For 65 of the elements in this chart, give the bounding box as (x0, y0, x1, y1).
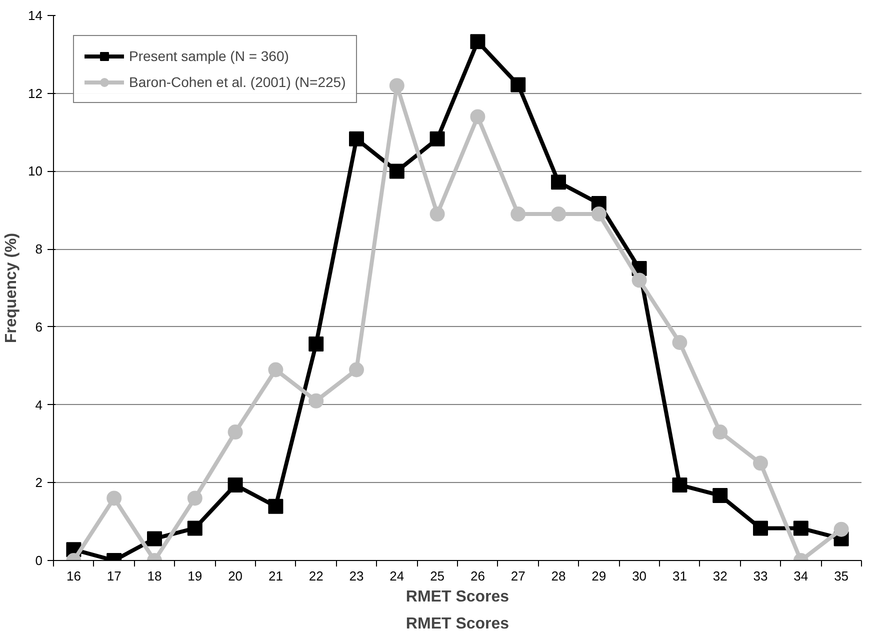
point (551, 174, 566, 190)
x-tick-label: 26 (470, 568, 485, 584)
x-tick-label: 31 (672, 568, 687, 584)
point (187, 490, 202, 506)
x-tick-label: 33 (753, 568, 768, 584)
point (308, 336, 324, 352)
x-tick-label: 29 (592, 568, 606, 584)
point (106, 490, 122, 506)
point (308, 393, 324, 408)
point (551, 206, 566, 222)
x-tick-label: 17 (106, 568, 122, 584)
y-tick-label: 12 (28, 86, 43, 101)
x-tick-label: 28 (551, 568, 566, 584)
point (672, 335, 688, 350)
x-tick-label: 34 (794, 568, 808, 584)
x-tick-label: 24 (390, 568, 404, 584)
point (712, 424, 728, 440)
x-tick-label: 19 (188, 568, 202, 584)
point (834, 522, 849, 537)
point (753, 520, 768, 536)
point (712, 488, 728, 503)
point (430, 206, 445, 222)
point (753, 456, 768, 471)
x-axis-title: RMET Scores (406, 588, 510, 606)
point (389, 78, 404, 94)
point (430, 131, 445, 146)
x-tick-label: 22 (308, 568, 324, 584)
x-tick-label: 18 (147, 568, 162, 584)
point (268, 498, 284, 514)
y-tick-label: 14 (28, 8, 43, 23)
point (147, 531, 162, 546)
x-tick-label: 21 (268, 568, 283, 584)
x-tick-label: 30 (632, 568, 647, 584)
y-tick-label: 2 (35, 475, 43, 490)
legend-label: Present sample (N = 360) (129, 48, 289, 64)
x-tick-label: 20 (228, 568, 243, 584)
x-tick-label: 25 (430, 568, 445, 584)
point (793, 520, 808, 536)
point (228, 424, 243, 440)
point (349, 362, 364, 378)
x-tick-label: 32 (712, 568, 728, 584)
x-tick-label: 16 (66, 568, 81, 584)
point (349, 131, 364, 146)
y-tick-label: 0 (35, 553, 43, 568)
legend-label: Baron-Cohen et al. (2001) (N=225) (129, 74, 346, 90)
x-tick-label: 35 (834, 568, 849, 584)
point (632, 272, 647, 288)
y-tick-label: 4 (35, 397, 43, 412)
point (510, 77, 526, 92)
point (389, 164, 404, 179)
y-axis-title: Frequency (%) (3, 232, 20, 344)
y-tick-label: 10 (28, 164, 43, 179)
point (187, 520, 202, 536)
x-tick-label: 23 (349, 568, 364, 584)
point (591, 206, 606, 222)
text: RMET Scores (406, 616, 510, 632)
point (470, 109, 486, 124)
point (672, 477, 688, 492)
y-tick-label: 6 (35, 319, 43, 334)
y-tick-label: 8 (35, 242, 43, 257)
point (510, 206, 526, 222)
point (268, 362, 284, 378)
point (228, 477, 243, 492)
point (470, 34, 486, 50)
x-tick-label: 27 (510, 568, 526, 584)
